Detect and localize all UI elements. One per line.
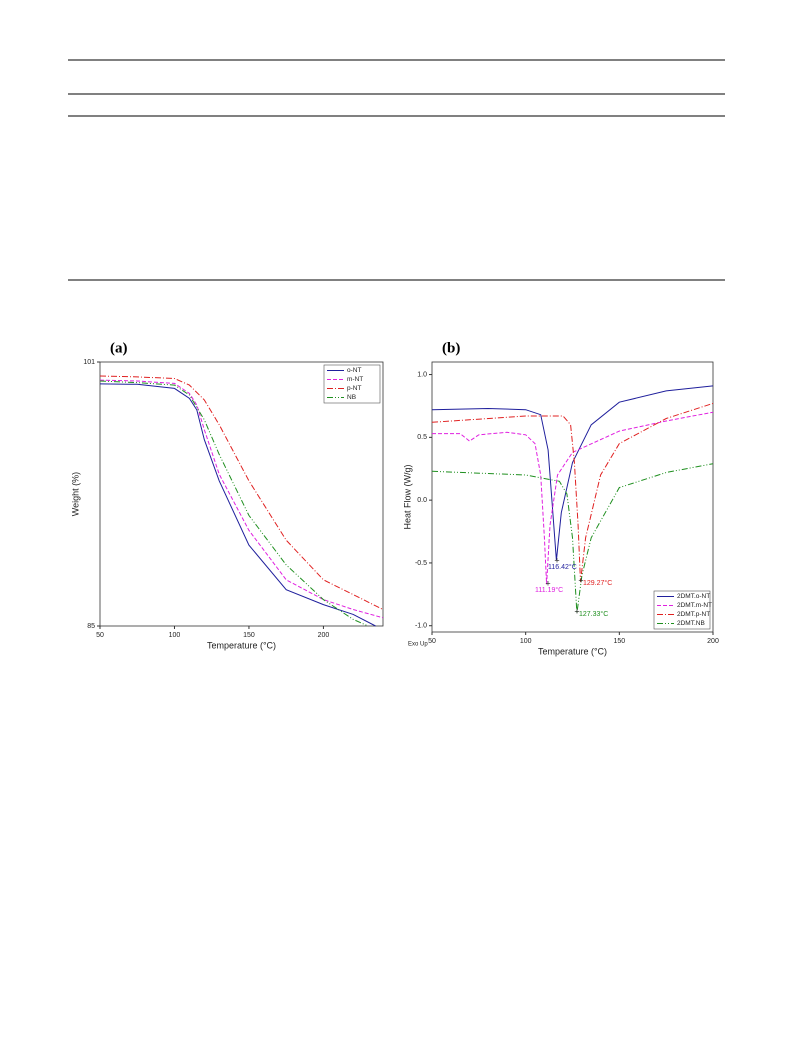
legend-box [653, 590, 711, 630]
legend-label: p-NT [347, 385, 361, 392]
y-tick-label: 1.0 [417, 371, 427, 378]
annotation: 111.19°C [535, 586, 563, 594]
plus-marker: + [545, 578, 550, 588]
series-line [99, 380, 369, 627]
legend-label: NB [347, 394, 356, 401]
y-tick-label: 0.0 [417, 497, 427, 504]
y-axis-title: Heat Flow (W/g) [402, 464, 412, 529]
note: Exo Up [408, 642, 428, 648]
x-tick-label: 150 [613, 638, 625, 645]
y-tick-label: 85 [87, 623, 95, 630]
x-tick-label: 50 [96, 632, 104, 639]
plus-marker: + [578, 575, 583, 585]
x-axis-title: Temperature (°C) [538, 646, 607, 656]
x-tick-label: 100 [169, 632, 181, 639]
x-tick-label: 200 [707, 638, 719, 645]
legend-box [323, 364, 381, 404]
annotation: 127.33°C [579, 610, 608, 618]
panel-label: (b) [442, 340, 460, 356]
series-line [431, 385, 714, 561]
x-tick-label: 200 [318, 632, 330, 639]
plot-frame [431, 361, 714, 633]
plus-marker: + [554, 555, 559, 565]
panel-label: (a) [110, 340, 128, 356]
series-line [432, 411, 714, 585]
legend-label: 2DMT.p-NT [677, 611, 710, 618]
series-line [431, 463, 714, 614]
legend-label: 2DMT.m-NT [677, 602, 712, 609]
legend-label: o-NT [347, 367, 361, 374]
plus-marker: + [574, 606, 579, 616]
x-tick-label: 50 [428, 638, 436, 645]
legend-label: m-NT [347, 376, 363, 383]
series-line [99, 383, 376, 627]
annotation: 129.27°C [583, 579, 612, 587]
y-axis-title: Weight (%) [70, 472, 80, 516]
y-tick-label: -1.0 [415, 623, 427, 630]
x-tick-label: 100 [520, 638, 532, 645]
annotation: 116.42°C [548, 563, 577, 571]
y-tick-label: 0.5 [417, 434, 427, 441]
series-line [99, 379, 384, 619]
x-tick-label: 150 [243, 632, 255, 639]
series-line [431, 402, 714, 582]
plot-frame [99, 361, 384, 627]
series-line [99, 375, 384, 610]
y-tick-label: 101 [83, 359, 95, 366]
x-axis-title: Temperature (°C) [207, 640, 276, 650]
legend-label: 2DMT.o-NT [677, 593, 710, 600]
legend-label: 2DMT.NB [677, 620, 705, 627]
y-tick-label: -0.5 [415, 560, 427, 567]
